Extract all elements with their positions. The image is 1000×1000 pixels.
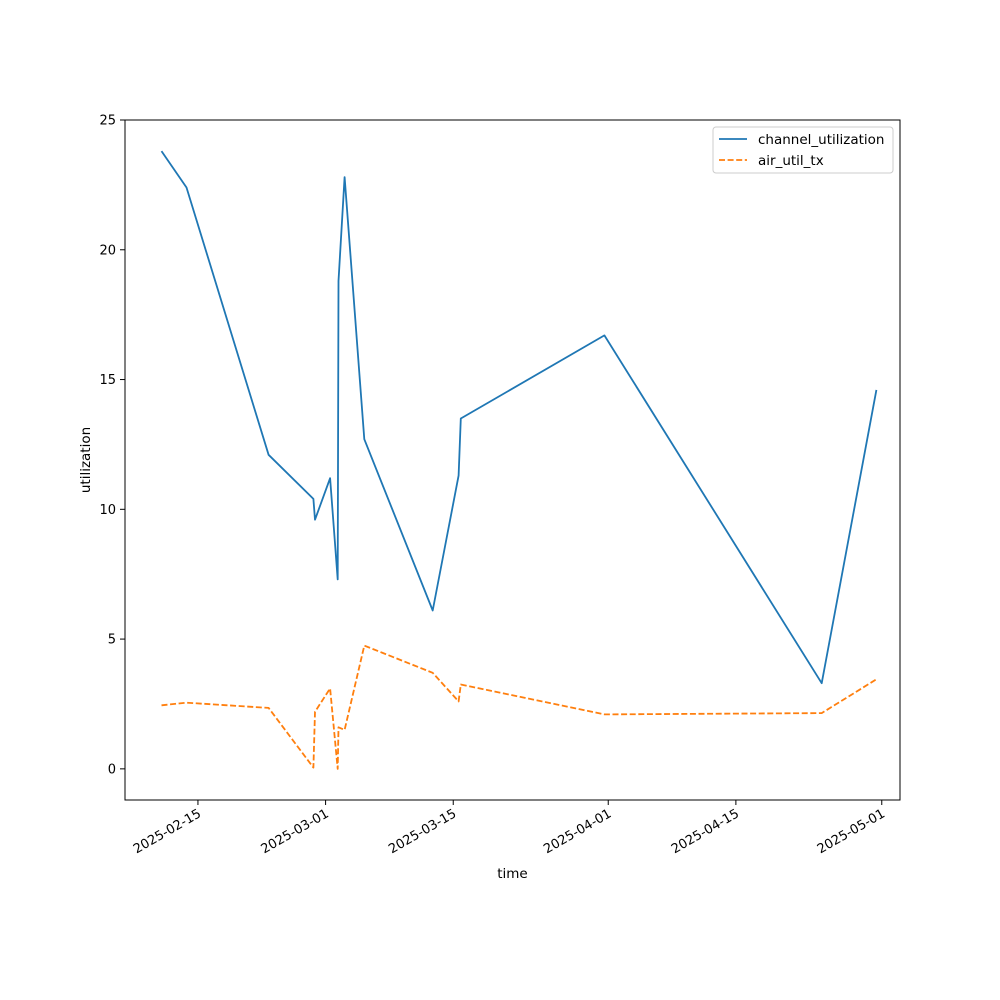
- legend-box: [712, 126, 894, 174]
- y-tick-label: 0: [108, 762, 116, 777]
- x-tick-label: 2025-04-01: [541, 806, 614, 857]
- x-tick-label: 2025-05-01: [815, 806, 888, 857]
- x-tick-label: 2025-03-15: [386, 806, 459, 857]
- y-tick-label: 20: [99, 243, 116, 258]
- y-tick-label: 15: [99, 373, 116, 388]
- y-axis-title: utilization: [78, 427, 94, 493]
- legend-label-air-util-tx: air_util_tx: [758, 153, 824, 169]
- series-line-air-util-tx: [161, 644, 877, 770]
- legend-label-channel-utilization: channel_utilization: [758, 132, 885, 148]
- series-layer: [160, 150, 878, 770]
- series-line-channel-utilization: [160, 150, 878, 685]
- y-axis: 0 5 10 15 20 25: [99, 114, 125, 777]
- legend: channel_utilization air_util_tx: [712, 126, 894, 174]
- x-axis-title: time: [497, 866, 528, 882]
- y-tick-label: 25: [99, 114, 116, 129]
- x-tick-label: 2025-03-01: [259, 806, 332, 857]
- x-tick-label: 2025-04-15: [669, 806, 742, 857]
- y-tick-label: 5: [108, 633, 116, 648]
- plot-frame: [124, 119, 901, 801]
- x-axis: 2025-02-15 2025-03-01 2025-03-15 2025-04-01…: [131, 800, 888, 857]
- x-tick-label: 2025-02-15: [131, 806, 204, 857]
- y-tick-label: 10: [99, 503, 116, 518]
